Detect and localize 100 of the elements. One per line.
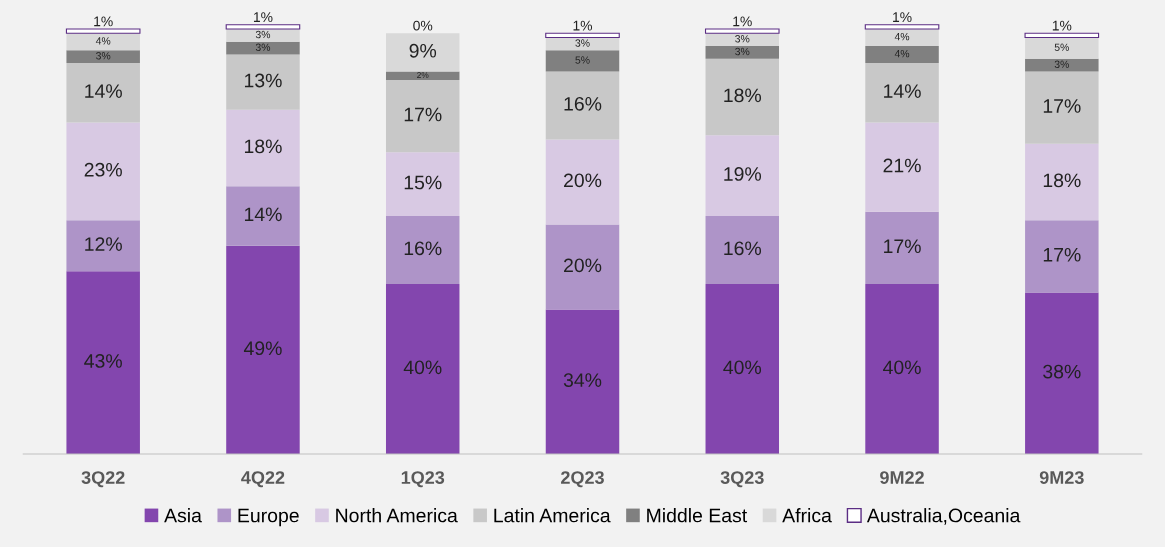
bar [66,33,140,51]
bar [705,135,780,217]
data-label: 1% [733,16,752,27]
bar [545,71,620,140]
data-label: 12% [85,237,122,251]
data-label: 0% [413,20,433,31]
bar [545,309,620,455]
data-label: 16% [724,241,762,256]
data-label: 1% [253,12,273,22]
data-label: 20% [564,258,602,273]
data-label: 40% [883,360,921,375]
x-tick-label: 1Q23 [401,471,445,488]
legend-label: Australia,Oceania [866,508,1021,525]
bar [705,58,780,136]
data-label: 1% [573,20,593,31]
data-label: 18% [1043,173,1081,188]
x-tick-label: 2Q23 [561,471,604,488]
data-label: 17% [884,239,921,254]
data-label: 4% [95,37,111,45]
bar [1025,220,1099,293]
data-label: 9% [409,43,437,58]
data-label: 3% [255,43,271,51]
data-label: 17% [1043,247,1081,262]
data-label: 3% [1054,60,1069,68]
bar [864,24,940,30]
data-label: 15% [404,175,442,190]
data-label: 23% [84,162,122,177]
bar [865,29,939,47]
bar [865,284,939,455]
data-label: 49% [243,341,282,356]
bar [66,271,140,455]
legend-label: North America [336,508,458,523]
bar [704,28,780,34]
x-tick-label: 4Q22 [241,471,285,488]
data-label: 14% [244,207,282,222]
legend-label: Africa [782,508,832,523]
data-label: 5% [1054,43,1069,51]
x-tick-label: 9M23 [1039,471,1084,484]
data-label: 40% [403,360,442,375]
data-label: 16% [404,241,442,256]
bar [865,211,939,285]
bar [226,245,300,455]
bar [226,109,300,187]
data-label: 3% [735,47,750,56]
data-label: 3% [575,39,590,47]
data-label: 13% [244,73,282,88]
data-label: 19% [724,167,762,181]
data-label: 18% [244,139,282,154]
bar [66,50,140,64]
bar [705,284,780,455]
bar [66,122,140,221]
data-label: 20% [564,173,602,188]
bar [385,71,460,81]
data-label: 3% [255,30,271,39]
bar [1025,292,1099,455]
bar [225,24,301,30]
bar [545,37,620,51]
data-label: 16% [564,96,602,111]
data-label: 21% [883,158,921,173]
bar [545,139,620,225]
bar [545,50,620,72]
data-label: 18% [724,88,762,103]
bar [66,220,140,272]
bar [385,152,460,217]
bar [1025,143,1099,221]
bar [226,29,300,42]
x-tick-label: 9M22 [880,471,924,484]
bar [865,46,939,64]
bar [705,46,780,59]
data-label: 14% [85,84,122,98]
bar [705,216,780,285]
bar [1024,32,1100,39]
data-label: 17% [1043,99,1081,113]
bar [385,216,460,285]
data-label: 5% [575,56,590,64]
data-label: 3% [96,52,111,60]
x-tick-label: 3Q23 [720,471,764,488]
data-label: 1% [1052,20,1072,31]
data-label: 17% [404,107,442,122]
bar [545,224,620,310]
data-label: 38% [1043,364,1081,379]
bar [65,28,141,34]
data-label: 40% [723,360,762,375]
x-tick-label: 3Q22 [81,471,125,488]
bar [226,54,300,110]
legend-label: Latin America [494,508,611,523]
data-label: 2% [417,72,429,78]
bar [66,63,140,123]
bar [385,284,460,455]
data-label: 4% [894,33,910,41]
data-label: 14% [884,84,921,98]
bar [865,122,939,212]
bar [385,80,460,153]
bar [1025,71,1099,144]
data-label: 1% [893,12,912,22]
legend-label: Middle East [647,508,748,523]
bar [545,32,620,39]
legend-label: Europe [238,508,299,527]
bar [865,63,939,123]
bar [705,33,780,47]
